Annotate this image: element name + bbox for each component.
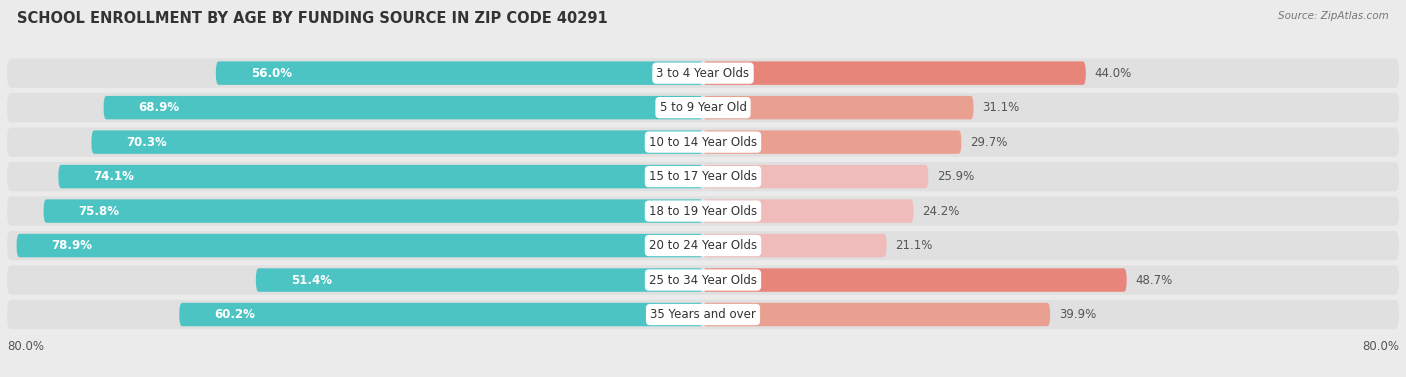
- FancyBboxPatch shape: [91, 130, 703, 154]
- FancyBboxPatch shape: [7, 300, 1399, 329]
- Text: SCHOOL ENROLLMENT BY AGE BY FUNDING SOURCE IN ZIP CODE 40291: SCHOOL ENROLLMENT BY AGE BY FUNDING SOUR…: [17, 11, 607, 26]
- FancyBboxPatch shape: [703, 61, 1085, 85]
- Text: 75.8%: 75.8%: [79, 205, 120, 218]
- FancyBboxPatch shape: [256, 268, 703, 292]
- Text: Source: ZipAtlas.com: Source: ZipAtlas.com: [1278, 11, 1389, 21]
- Text: 48.7%: 48.7%: [1136, 274, 1173, 287]
- FancyBboxPatch shape: [180, 303, 703, 326]
- FancyBboxPatch shape: [17, 234, 703, 257]
- FancyBboxPatch shape: [7, 58, 1399, 88]
- Text: 29.7%: 29.7%: [970, 136, 1008, 149]
- Text: 24.2%: 24.2%: [922, 205, 960, 218]
- FancyBboxPatch shape: [703, 268, 1126, 292]
- Text: 15 to 17 Year Olds: 15 to 17 Year Olds: [650, 170, 756, 183]
- FancyBboxPatch shape: [215, 61, 703, 85]
- Text: 44.0%: 44.0%: [1094, 67, 1132, 80]
- Text: 5 to 9 Year Old: 5 to 9 Year Old: [659, 101, 747, 114]
- Text: 51.4%: 51.4%: [291, 274, 332, 287]
- Text: 80.0%: 80.0%: [1362, 340, 1399, 353]
- Text: 78.9%: 78.9%: [52, 239, 93, 252]
- FancyBboxPatch shape: [703, 303, 1050, 326]
- FancyBboxPatch shape: [703, 96, 973, 120]
- FancyBboxPatch shape: [44, 199, 703, 223]
- Text: 25.9%: 25.9%: [936, 170, 974, 183]
- FancyBboxPatch shape: [7, 265, 1399, 295]
- Text: 60.2%: 60.2%: [214, 308, 254, 321]
- Text: 35 Years and over: 35 Years and over: [650, 308, 756, 321]
- FancyBboxPatch shape: [7, 127, 1399, 157]
- Text: 68.9%: 68.9%: [138, 101, 180, 114]
- Text: 70.3%: 70.3%: [127, 136, 167, 149]
- Text: 3 to 4 Year Olds: 3 to 4 Year Olds: [657, 67, 749, 80]
- Text: 21.1%: 21.1%: [896, 239, 932, 252]
- Legend: Public School, Private School: Public School, Private School: [592, 374, 814, 377]
- FancyBboxPatch shape: [104, 96, 703, 120]
- Text: 20 to 24 Year Olds: 20 to 24 Year Olds: [650, 239, 756, 252]
- FancyBboxPatch shape: [703, 165, 928, 188]
- FancyBboxPatch shape: [7, 162, 1399, 191]
- FancyBboxPatch shape: [703, 130, 962, 154]
- Text: 25 to 34 Year Olds: 25 to 34 Year Olds: [650, 274, 756, 287]
- Text: 56.0%: 56.0%: [250, 67, 291, 80]
- Text: 74.1%: 74.1%: [93, 170, 134, 183]
- FancyBboxPatch shape: [59, 165, 703, 188]
- FancyBboxPatch shape: [703, 234, 887, 257]
- FancyBboxPatch shape: [7, 196, 1399, 226]
- FancyBboxPatch shape: [7, 231, 1399, 260]
- FancyBboxPatch shape: [703, 199, 914, 223]
- Text: 18 to 19 Year Olds: 18 to 19 Year Olds: [650, 205, 756, 218]
- Text: 39.9%: 39.9%: [1059, 308, 1097, 321]
- Text: 10 to 14 Year Olds: 10 to 14 Year Olds: [650, 136, 756, 149]
- Text: 80.0%: 80.0%: [7, 340, 44, 353]
- Text: 31.1%: 31.1%: [983, 101, 1019, 114]
- FancyBboxPatch shape: [7, 93, 1399, 122]
